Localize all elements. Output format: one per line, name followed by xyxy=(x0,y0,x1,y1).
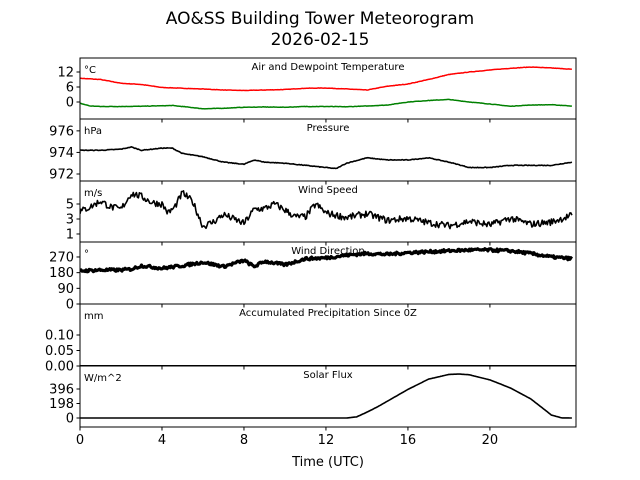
chart-title: AO&SS Building Tower Meteorogram xyxy=(166,9,474,29)
panel-title: Accumulated Precipitation Since 0Z xyxy=(239,308,417,319)
y-tick-label: 972 xyxy=(49,167,74,182)
y-tick-label: 976 xyxy=(49,124,74,139)
y-tick-label: 0.00 xyxy=(45,360,74,375)
y-tick-label: 0 xyxy=(66,411,74,426)
panel-unit: hPa xyxy=(84,126,102,137)
y-tick-label: 12 xyxy=(57,66,74,81)
x-tick-label: 12 xyxy=(318,433,335,448)
y-tick-label: 90 xyxy=(57,282,74,297)
y-tick-label: 0.10 xyxy=(45,329,74,344)
series-line-air-temperature xyxy=(80,66,573,92)
panel-2: 531 m/s Wind Speed xyxy=(66,180,577,246)
y-tick-label: 396 xyxy=(49,382,74,397)
x-axis: 0 4 8 12 16 20 xyxy=(76,433,498,448)
x-axis-label: Time (UTC) xyxy=(291,455,364,470)
series-line-wind-direction xyxy=(80,247,574,274)
y-tick-label: 0 xyxy=(66,96,74,111)
panel-unit: m/s xyxy=(84,188,102,199)
chart-subtitle: 2026-02-15 xyxy=(271,30,370,50)
panel-frame xyxy=(79,365,577,428)
x-tick-label: 0 xyxy=(76,433,84,448)
x-tick-label: 8 xyxy=(240,433,248,448)
y-tick-label: 0 xyxy=(66,298,74,313)
y-tick-label: 974 xyxy=(49,146,74,161)
x-tick-label: 20 xyxy=(482,433,499,448)
y-tick-label: 3 xyxy=(66,212,74,227)
panel-unit: mm xyxy=(84,311,103,322)
panel-1: 976 974 972 hPa Pressure xyxy=(49,118,577,185)
x-tick-label: 4 xyxy=(158,433,166,448)
y-tick-label: 1 xyxy=(66,227,74,242)
panel-title: Pressure xyxy=(307,123,350,134)
panel-title: Wind Direction xyxy=(291,246,365,257)
panel-unit: W/m^2 xyxy=(84,373,122,384)
y-tick-label: 198 xyxy=(49,397,74,412)
panel-4: 0.100.050.00 mm Accumulated Precipitation … xyxy=(45,303,577,375)
panel-unit: ° xyxy=(84,249,89,260)
y-tick-label: 6 xyxy=(66,81,74,96)
series-line-solar-flux xyxy=(80,373,572,419)
y-tick-label: 180 xyxy=(49,266,74,281)
series-line-dewpoint xyxy=(80,98,572,110)
panel-title: Wind Speed xyxy=(298,185,358,196)
y-tick-label: 270 xyxy=(49,250,74,265)
panel-unit: °C xyxy=(84,65,96,76)
y-tick-label: 0.05 xyxy=(45,344,74,359)
series-line-pressure xyxy=(80,146,573,170)
x-tick-label: 16 xyxy=(400,433,417,448)
y-tick-label: 5 xyxy=(66,198,74,213)
series-line-wind-speed xyxy=(80,190,573,230)
panel-title: Solar Flux xyxy=(303,370,353,381)
panel-title: Air and Dewpoint Temperature xyxy=(252,62,405,73)
